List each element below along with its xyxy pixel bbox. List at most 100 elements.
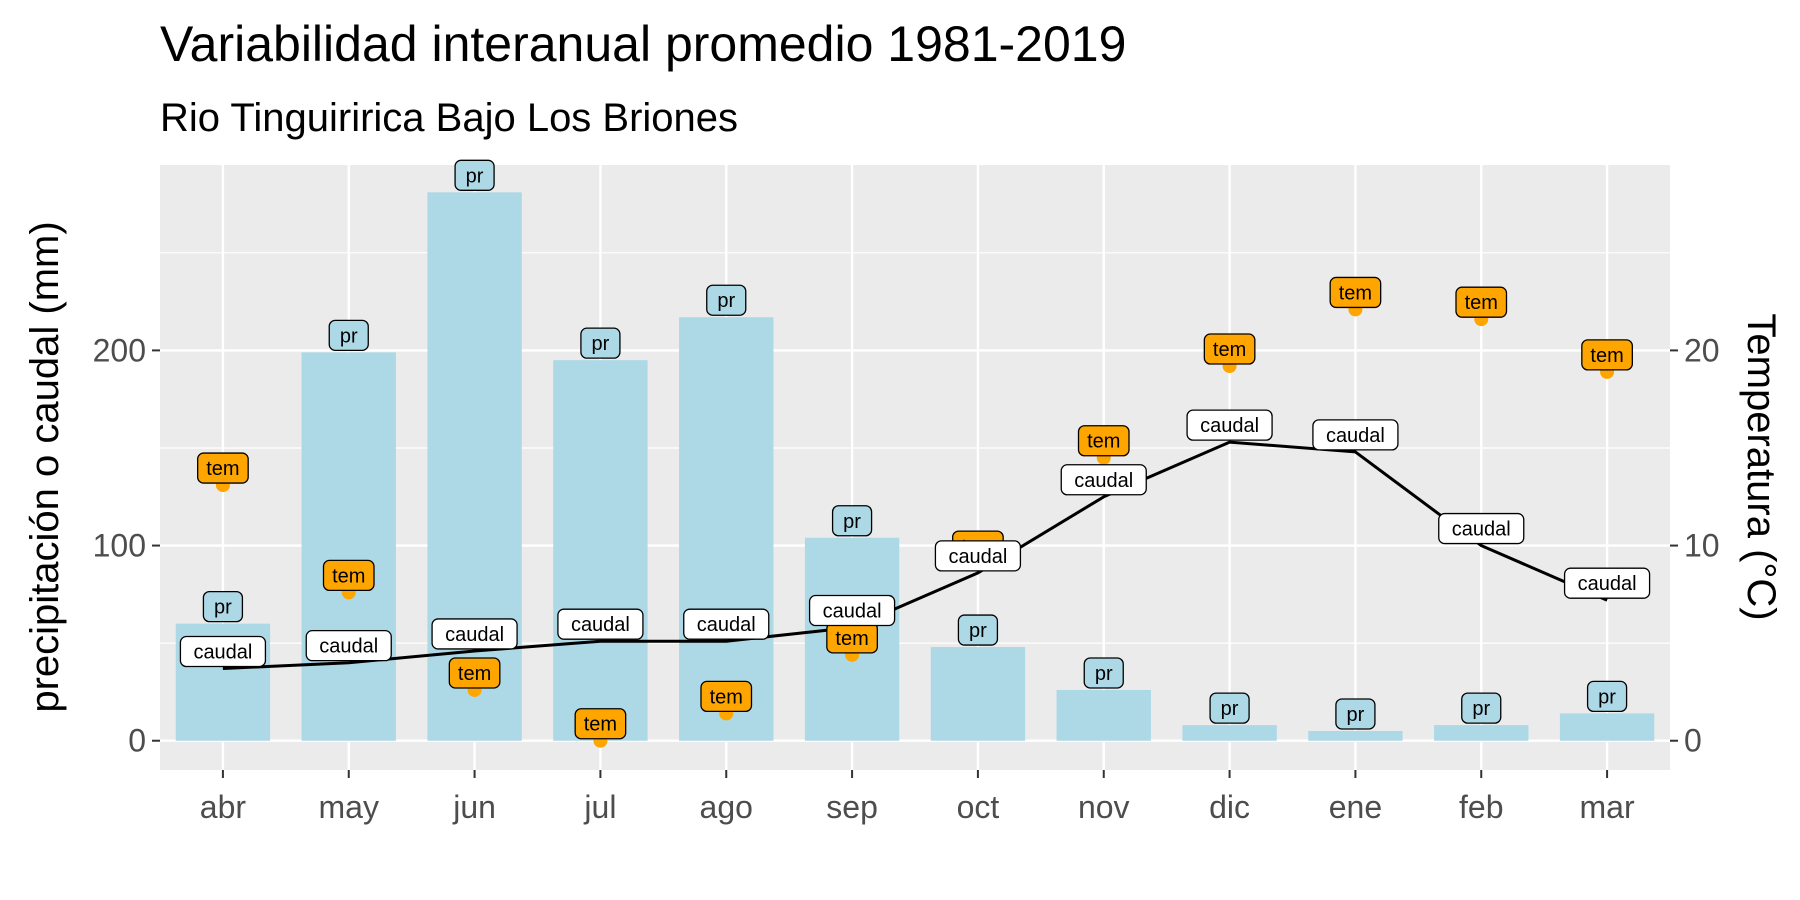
data-label-text: tem bbox=[1087, 431, 1120, 453]
data-label-box bbox=[808, 594, 896, 627]
caudal-data-label: caudal bbox=[1438, 512, 1525, 545]
data-label-box bbox=[1203, 333, 1256, 365]
data-label-text: caudal bbox=[445, 624, 504, 646]
temperature-data-label: tem bbox=[322, 559, 375, 592]
data-label-text: tem bbox=[1465, 292, 1498, 314]
data-label-box bbox=[580, 327, 621, 359]
precip-data-label: pr bbox=[202, 590, 244, 623]
data-label-text: caudal bbox=[1578, 573, 1637, 595]
temperature-data-label: tem bbox=[1203, 333, 1256, 365]
data-label-box bbox=[1586, 680, 1628, 713]
x-axis-tick-label: oct bbox=[957, 789, 1000, 825]
data-label-box bbox=[1312, 419, 1399, 451]
data-label-text: pr bbox=[1095, 663, 1113, 685]
data-label-box bbox=[1563, 567, 1651, 599]
x-axis-tick-label: abr bbox=[200, 789, 247, 825]
data-label-box bbox=[1077, 425, 1130, 457]
temperature-data-label: tem bbox=[826, 622, 878, 654]
data-label-box bbox=[1083, 657, 1124, 689]
data-label-text: caudal bbox=[1074, 470, 1133, 492]
data-label-text: tem bbox=[458, 663, 491, 685]
data-label-box bbox=[179, 635, 267, 668]
data-label-text: tem bbox=[710, 686, 743, 708]
data-label-text: caudal bbox=[1200, 415, 1259, 437]
caudal-data-label: caudal bbox=[557, 608, 644, 640]
data-label-box bbox=[1209, 692, 1250, 724]
precip-data-label: pr bbox=[831, 505, 873, 537]
caudal-data-label: caudal bbox=[431, 618, 518, 650]
caudal-series-line bbox=[222, 440, 1608, 670]
data-label-box bbox=[202, 590, 244, 623]
temperature-data-label: tem bbox=[574, 708, 627, 740]
x-axis-tick-label: may bbox=[319, 789, 379, 825]
data-label-text: tem bbox=[584, 714, 617, 736]
data-label-box bbox=[1455, 286, 1508, 318]
x-axis-tick-label: jul bbox=[583, 789, 616, 825]
data-label-text: tem bbox=[332, 565, 365, 587]
data-label-box bbox=[322, 559, 375, 592]
data-label-box bbox=[683, 608, 770, 640]
data-label-box bbox=[305, 630, 392, 662]
caudal-data-label: caudal bbox=[683, 608, 770, 640]
precip-bar bbox=[679, 317, 774, 741]
temperature-data-label: tem bbox=[1455, 286, 1508, 318]
x-axis-tick-label: ago bbox=[700, 789, 753, 825]
data-label-text: tem bbox=[835, 628, 868, 650]
caudal-data-label: caudal bbox=[179, 635, 267, 668]
data-label-box bbox=[831, 505, 873, 537]
caudal-data-label: caudal bbox=[1060, 464, 1147, 496]
precip-data-label: pr bbox=[1461, 692, 1502, 724]
precip-bar bbox=[1434, 725, 1529, 741]
data-label-text: tem bbox=[1590, 345, 1623, 367]
data-label-text: pr bbox=[1221, 698, 1239, 720]
precip-data-label: pr bbox=[1083, 657, 1124, 689]
data-label-text: caudal bbox=[571, 614, 630, 636]
y-axis-tick-label: 0 bbox=[128, 723, 146, 759]
data-label-text: pr bbox=[843, 511, 861, 533]
y2-axis-tick-label: 0 bbox=[1684, 723, 1702, 759]
data-label-text: pr bbox=[969, 620, 987, 642]
caudal-data-label: caudal bbox=[1186, 409, 1273, 441]
precip-data-label: pr bbox=[328, 319, 369, 352]
y2-axis-tick-label: 20 bbox=[1684, 332, 1720, 368]
data-label-text: pr bbox=[340, 325, 358, 347]
precip-data-label: pr bbox=[1586, 680, 1628, 713]
precip-data-label: pr bbox=[706, 284, 747, 316]
precip-data-label: pr bbox=[1209, 692, 1250, 724]
data-label-box bbox=[574, 708, 627, 740]
data-label-box bbox=[934, 540, 1022, 572]
plot-panel bbox=[160, 165, 1670, 770]
data-label-text: pr bbox=[592, 333, 610, 355]
precip-data-label: pr bbox=[957, 614, 999, 646]
data-label-text: caudal bbox=[193, 642, 252, 664]
data-label-text: tem bbox=[1339, 282, 1372, 304]
x-axis-tick-label: feb bbox=[1459, 789, 1503, 825]
precip-bar bbox=[1182, 725, 1277, 741]
data-label-text: caudal bbox=[1452, 519, 1511, 541]
data-label-box bbox=[1060, 464, 1147, 496]
caudal-data-label: caudal bbox=[808, 594, 896, 627]
chart-title: Variabilidad interanual promedio 1981-20… bbox=[160, 16, 1126, 72]
data-label-box bbox=[1438, 512, 1525, 545]
x-axis-tick-label: dic bbox=[1209, 789, 1250, 825]
precip-data-label: pr bbox=[454, 159, 495, 191]
x-axis-tick-label: nov bbox=[1078, 789, 1130, 825]
data-label-text: caudal bbox=[1326, 425, 1385, 447]
data-label-text: pr bbox=[466, 165, 484, 187]
x-axis-tick-label: sep bbox=[826, 789, 878, 825]
caudal-line bbox=[222, 440, 1608, 670]
temperature-data-label: tem bbox=[1077, 425, 1130, 457]
data-label-box bbox=[1186, 409, 1273, 441]
x-axis-tick-label: jun bbox=[452, 789, 496, 825]
data-label-text: pr bbox=[1347, 704, 1365, 726]
data-label-box bbox=[1581, 339, 1633, 371]
caudal-data-label: caudal bbox=[305, 630, 392, 662]
y-axis-tick-label: 200 bbox=[93, 332, 146, 368]
data-label-text: pr bbox=[717, 290, 735, 312]
data-label-box bbox=[1329, 276, 1382, 309]
precip-bar bbox=[553, 360, 648, 741]
caudal-data-label: caudal bbox=[934, 540, 1022, 572]
data-label-box bbox=[454, 159, 495, 191]
data-label-box bbox=[328, 319, 369, 352]
